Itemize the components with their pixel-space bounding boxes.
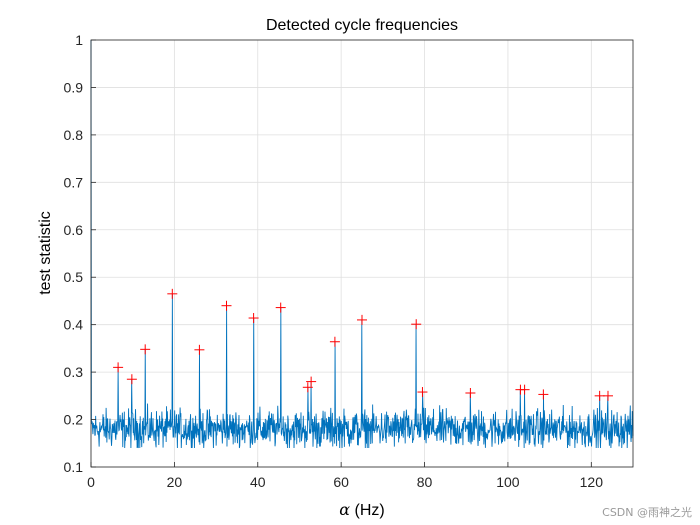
chart-title: Detected cycle frequencies xyxy=(266,17,458,34)
y-tick-label: 0.2 xyxy=(64,412,84,428)
x-tick-label: 40 xyxy=(250,474,266,490)
peak-marker xyxy=(113,362,124,373)
peak-marker xyxy=(594,390,605,401)
x-axis-label: α (Hz) xyxy=(339,500,384,519)
x-axis-label-symbol: α xyxy=(339,500,350,519)
peak-marker xyxy=(248,313,259,324)
x-tick-label: 60 xyxy=(333,474,349,490)
y-tick-label: 1 xyxy=(75,32,83,48)
y-tick-label: 0.7 xyxy=(64,174,84,190)
y-tick-label: 0.3 xyxy=(64,364,84,380)
peak-marker xyxy=(302,382,313,393)
series-line xyxy=(90,39,634,449)
peak-marker xyxy=(167,288,178,299)
peak-marker xyxy=(275,302,286,313)
peak-marker xyxy=(417,387,428,398)
peak-marker xyxy=(411,319,422,330)
x-tick-label: 100 xyxy=(496,474,520,490)
y-tick-label: 0.8 xyxy=(64,127,84,143)
peak-marker xyxy=(519,384,530,395)
peak-marker xyxy=(221,300,232,311)
peak-marker xyxy=(602,390,613,401)
y-tick-label: 0.5 xyxy=(64,269,84,285)
x-tick-label: 0 xyxy=(87,474,95,490)
peak-marker xyxy=(465,387,476,398)
peak-marker xyxy=(357,314,367,325)
y-tick-label: 0.1 xyxy=(64,459,84,475)
y-axis-label: test statistic xyxy=(37,211,54,295)
peak-marker xyxy=(538,389,549,400)
peak-marker xyxy=(126,374,137,385)
y-tick-label: 0.4 xyxy=(64,317,84,333)
peak-marker xyxy=(140,344,151,355)
x-tick-label: 120 xyxy=(580,474,604,490)
peak-markers xyxy=(113,288,613,401)
plot-frame xyxy=(90,39,634,468)
y-tick-label: 0.9 xyxy=(64,79,84,95)
x-axis-label-unit: (Hz) xyxy=(350,502,385,519)
series-line-path xyxy=(90,39,634,449)
y-tick-label: 0.6 xyxy=(64,222,84,238)
peak-marker xyxy=(306,376,317,387)
peak-marker xyxy=(329,336,340,347)
watermark-text: CSDN @雨神之光 xyxy=(602,505,692,519)
x-tick-label: 20 xyxy=(167,474,183,490)
axis-ticks: 0 20 40 60 80 100 120 0.1 0.2 0.3 0.4 0.5 0.6 0.7 0.8 0… xyxy=(64,32,604,490)
x-tick-label: 80 xyxy=(417,474,433,490)
peak-marker xyxy=(194,344,205,355)
